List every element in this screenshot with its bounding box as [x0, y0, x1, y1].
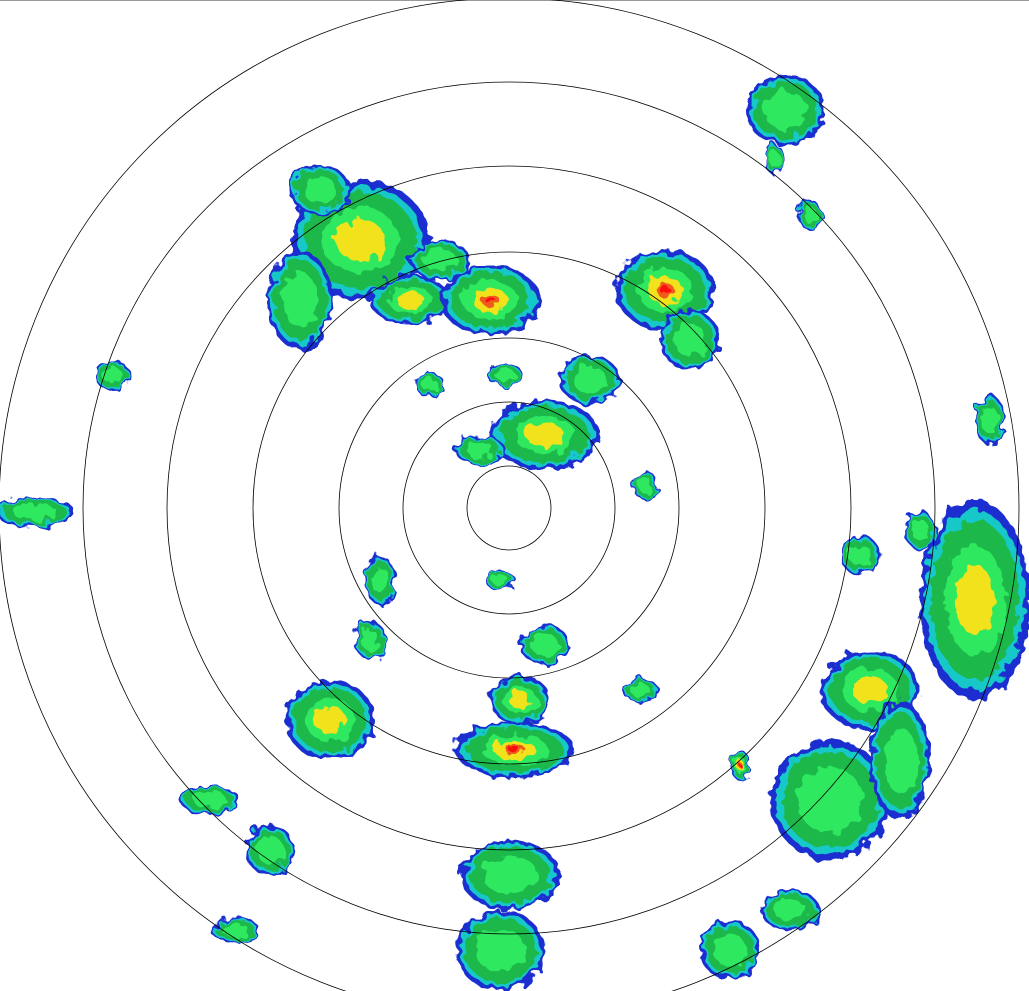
echo-cell [370, 275, 450, 325]
echo-cell [660, 310, 720, 370]
echo-intensity-layer [221, 923, 249, 937]
echo-cell [798, 200, 822, 230]
echo-cell [245, 825, 295, 875]
range-ring [252, 251, 766, 765]
echo-intensity-layer [193, 791, 227, 809]
echo-cell [180, 785, 240, 815]
echo-intensity-layer [630, 683, 650, 697]
echo-cell [700, 920, 760, 980]
echo-cell [285, 680, 375, 760]
echo-cell [355, 620, 385, 660]
echo-cell [490, 675, 550, 725]
echo-intensity-layer [314, 706, 346, 734]
echo-intensity-layer [852, 676, 888, 704]
echo-cell [975, 395, 1005, 445]
echo-cell [410, 240, 470, 280]
range-ring [166, 165, 852, 851]
echo-cell [455, 435, 505, 465]
echo-intensity-layer [955, 565, 995, 635]
echo-cell [905, 510, 935, 550]
echo-cell [520, 625, 570, 665]
echo-intensity-layer [803, 206, 817, 224]
echo-intensity-layer [638, 476, 652, 494]
echo-intensity-layer [256, 836, 284, 864]
echo-intensity-layer [797, 767, 863, 833]
echo-intensity-layer [531, 634, 559, 656]
echo-intensity-layer [495, 368, 515, 382]
echo-intensity-layer [981, 406, 999, 434]
echo-intensity-layer [673, 323, 707, 357]
echo-intensity-layer [13, 503, 57, 521]
echo-cell [485, 570, 515, 590]
echo-intensity-layer [303, 176, 337, 204]
echo-intensity-layer [849, 544, 871, 566]
echo-cell [840, 535, 880, 575]
echo-intensity-layer [660, 286, 670, 294]
range-ring [466, 465, 552, 551]
range-ring [82, 81, 936, 935]
echo-intensity-layer [396, 291, 424, 309]
echo-cell [765, 145, 785, 175]
echo-intensity-layer [361, 629, 379, 651]
echo-cell [560, 355, 620, 405]
echo-intensity-layer [335, 219, 385, 261]
echo-intensity-layer [773, 899, 807, 921]
echo-intensity-layer [475, 928, 525, 972]
echo-intensity-layer [739, 763, 741, 767]
echo-cell [770, 740, 890, 860]
echo-cell [745, 75, 825, 145]
echo-cell [455, 910, 545, 990]
echo-intensity-layer [102, 366, 122, 384]
echo-intensity-layer [482, 855, 538, 895]
echo-cell [94, 360, 130, 390]
echo-cell [210, 918, 260, 942]
echo-intensity-layer [421, 378, 439, 392]
precipitation-echoes [0, 75, 1029, 990]
echo-intensity-layer [525, 422, 565, 448]
range-ring [338, 337, 680, 679]
echo-intensity-layer [282, 272, 318, 328]
echo-cell [615, 250, 715, 330]
range-ring [402, 401, 616, 615]
echo-intensity-layer [485, 296, 495, 304]
echo-cell [268, 250, 332, 350]
top-border [0, 0, 1029, 1]
echo-cell [0, 497, 75, 527]
echo-intensity-layer [769, 151, 781, 169]
echo-intensity-layer [466, 441, 494, 459]
echo-intensity-layer [573, 366, 607, 394]
echo-cell [460, 840, 560, 910]
echo-intensity-layer [911, 519, 929, 541]
echo-cell [633, 470, 657, 500]
echo-cell [622, 678, 658, 702]
echo-cell [760, 890, 820, 930]
echo-cell [487, 363, 523, 387]
echo-cell [730, 750, 750, 780]
echo-intensity-layer [509, 691, 531, 709]
echo-cell [920, 500, 1029, 700]
echo-intensity-layer [883, 727, 917, 793]
echo-cell [455, 722, 575, 778]
echo-intensity-layer [509, 747, 521, 753]
echo-cell [870, 700, 930, 820]
echo-cell [415, 373, 445, 397]
echo-cell [290, 165, 350, 215]
echo-intensity-layer [371, 566, 389, 594]
echo-intensity-layer [713, 933, 747, 967]
echo-intensity-layer [491, 574, 509, 586]
echo-cell [365, 555, 395, 605]
echo-cell [490, 400, 600, 470]
echo-cell [440, 265, 540, 335]
echo-intensity-layer [763, 90, 807, 130]
echo-intensity-layer [423, 249, 457, 271]
